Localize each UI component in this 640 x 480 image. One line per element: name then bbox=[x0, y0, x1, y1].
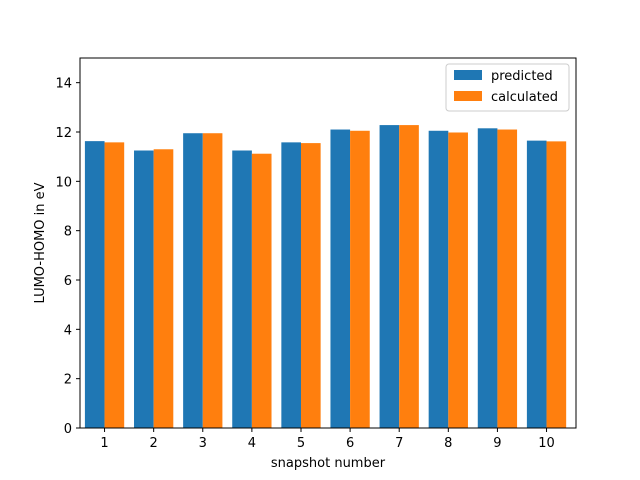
bar-predicted-10 bbox=[526, 140, 547, 428]
bar-predicted-5 bbox=[281, 142, 301, 429]
bar-calculated-10 bbox=[546, 141, 567, 428]
x-tick-label: 3 bbox=[199, 436, 207, 451]
bar-predicted-4 bbox=[232, 150, 252, 428]
y-ticks: 0 2 4 6 8 10 12 14 bbox=[55, 77, 80, 437]
x-tick-label: 8 bbox=[444, 436, 452, 451]
x-ticks: 1 2 3 4 5 6 7 8 9 10 bbox=[100, 428, 555, 451]
bar-calculated-1 bbox=[104, 142, 125, 429]
y-tick-label: 6 bbox=[64, 274, 72, 289]
bar-predicted-7 bbox=[379, 125, 400, 428]
x-tick-label: 9 bbox=[493, 436, 501, 451]
y-tick-label: 14 bbox=[55, 77, 72, 92]
x-tick-label: 6 bbox=[346, 436, 354, 451]
bar-predicted-3 bbox=[183, 133, 203, 429]
y-axis-label: LUMO-HOMO in eV bbox=[33, 182, 48, 303]
x-tick-label: 2 bbox=[150, 436, 158, 451]
legend-swatch-predicted bbox=[454, 70, 482, 80]
bar-calculated-4 bbox=[251, 153, 272, 428]
y-tick-label: 4 bbox=[64, 323, 72, 338]
bar-predicted-9 bbox=[477, 128, 498, 429]
x-tick-label: 5 bbox=[297, 436, 305, 451]
x-tick-label: 1 bbox=[100, 436, 108, 451]
y-tick-label: 10 bbox=[55, 175, 72, 190]
y-tick-label: 2 bbox=[64, 373, 72, 388]
plot-frame bbox=[79, 57, 577, 429]
bar-predicted-1 bbox=[84, 141, 105, 428]
legend-label-predicted: predicted bbox=[491, 69, 553, 84]
y-tick-label: 8 bbox=[64, 225, 72, 240]
x-axis-label: snapshot number bbox=[271, 456, 386, 471]
bar-predicted-2 bbox=[134, 150, 154, 428]
bar-calculated-9 bbox=[497, 129, 518, 428]
bar-predicted-6 bbox=[330, 129, 351, 428]
bar-calculated-7 bbox=[399, 125, 419, 428]
legend-label-calculated: calculated bbox=[491, 90, 558, 105]
x-tick-label: 10 bbox=[538, 436, 555, 451]
bars-group bbox=[84, 125, 567, 429]
legend-swatch-calculated bbox=[454, 91, 482, 101]
bar-predicted-8 bbox=[428, 130, 449, 428]
y-tick-label: 12 bbox=[55, 126, 72, 141]
bar-calculated-5 bbox=[300, 143, 321, 428]
legend: predicted calculated bbox=[445, 63, 570, 112]
x-tick-label: 4 bbox=[248, 436, 256, 451]
bar-calculated-6 bbox=[350, 130, 370, 428]
y-tick-label: 0 bbox=[64, 422, 72, 437]
bar-calculated-3 bbox=[202, 133, 223, 429]
x-tick-label: 7 bbox=[395, 436, 403, 451]
bar-calculated-8 bbox=[448, 132, 468, 429]
bar-calculated-2 bbox=[153, 149, 174, 428]
